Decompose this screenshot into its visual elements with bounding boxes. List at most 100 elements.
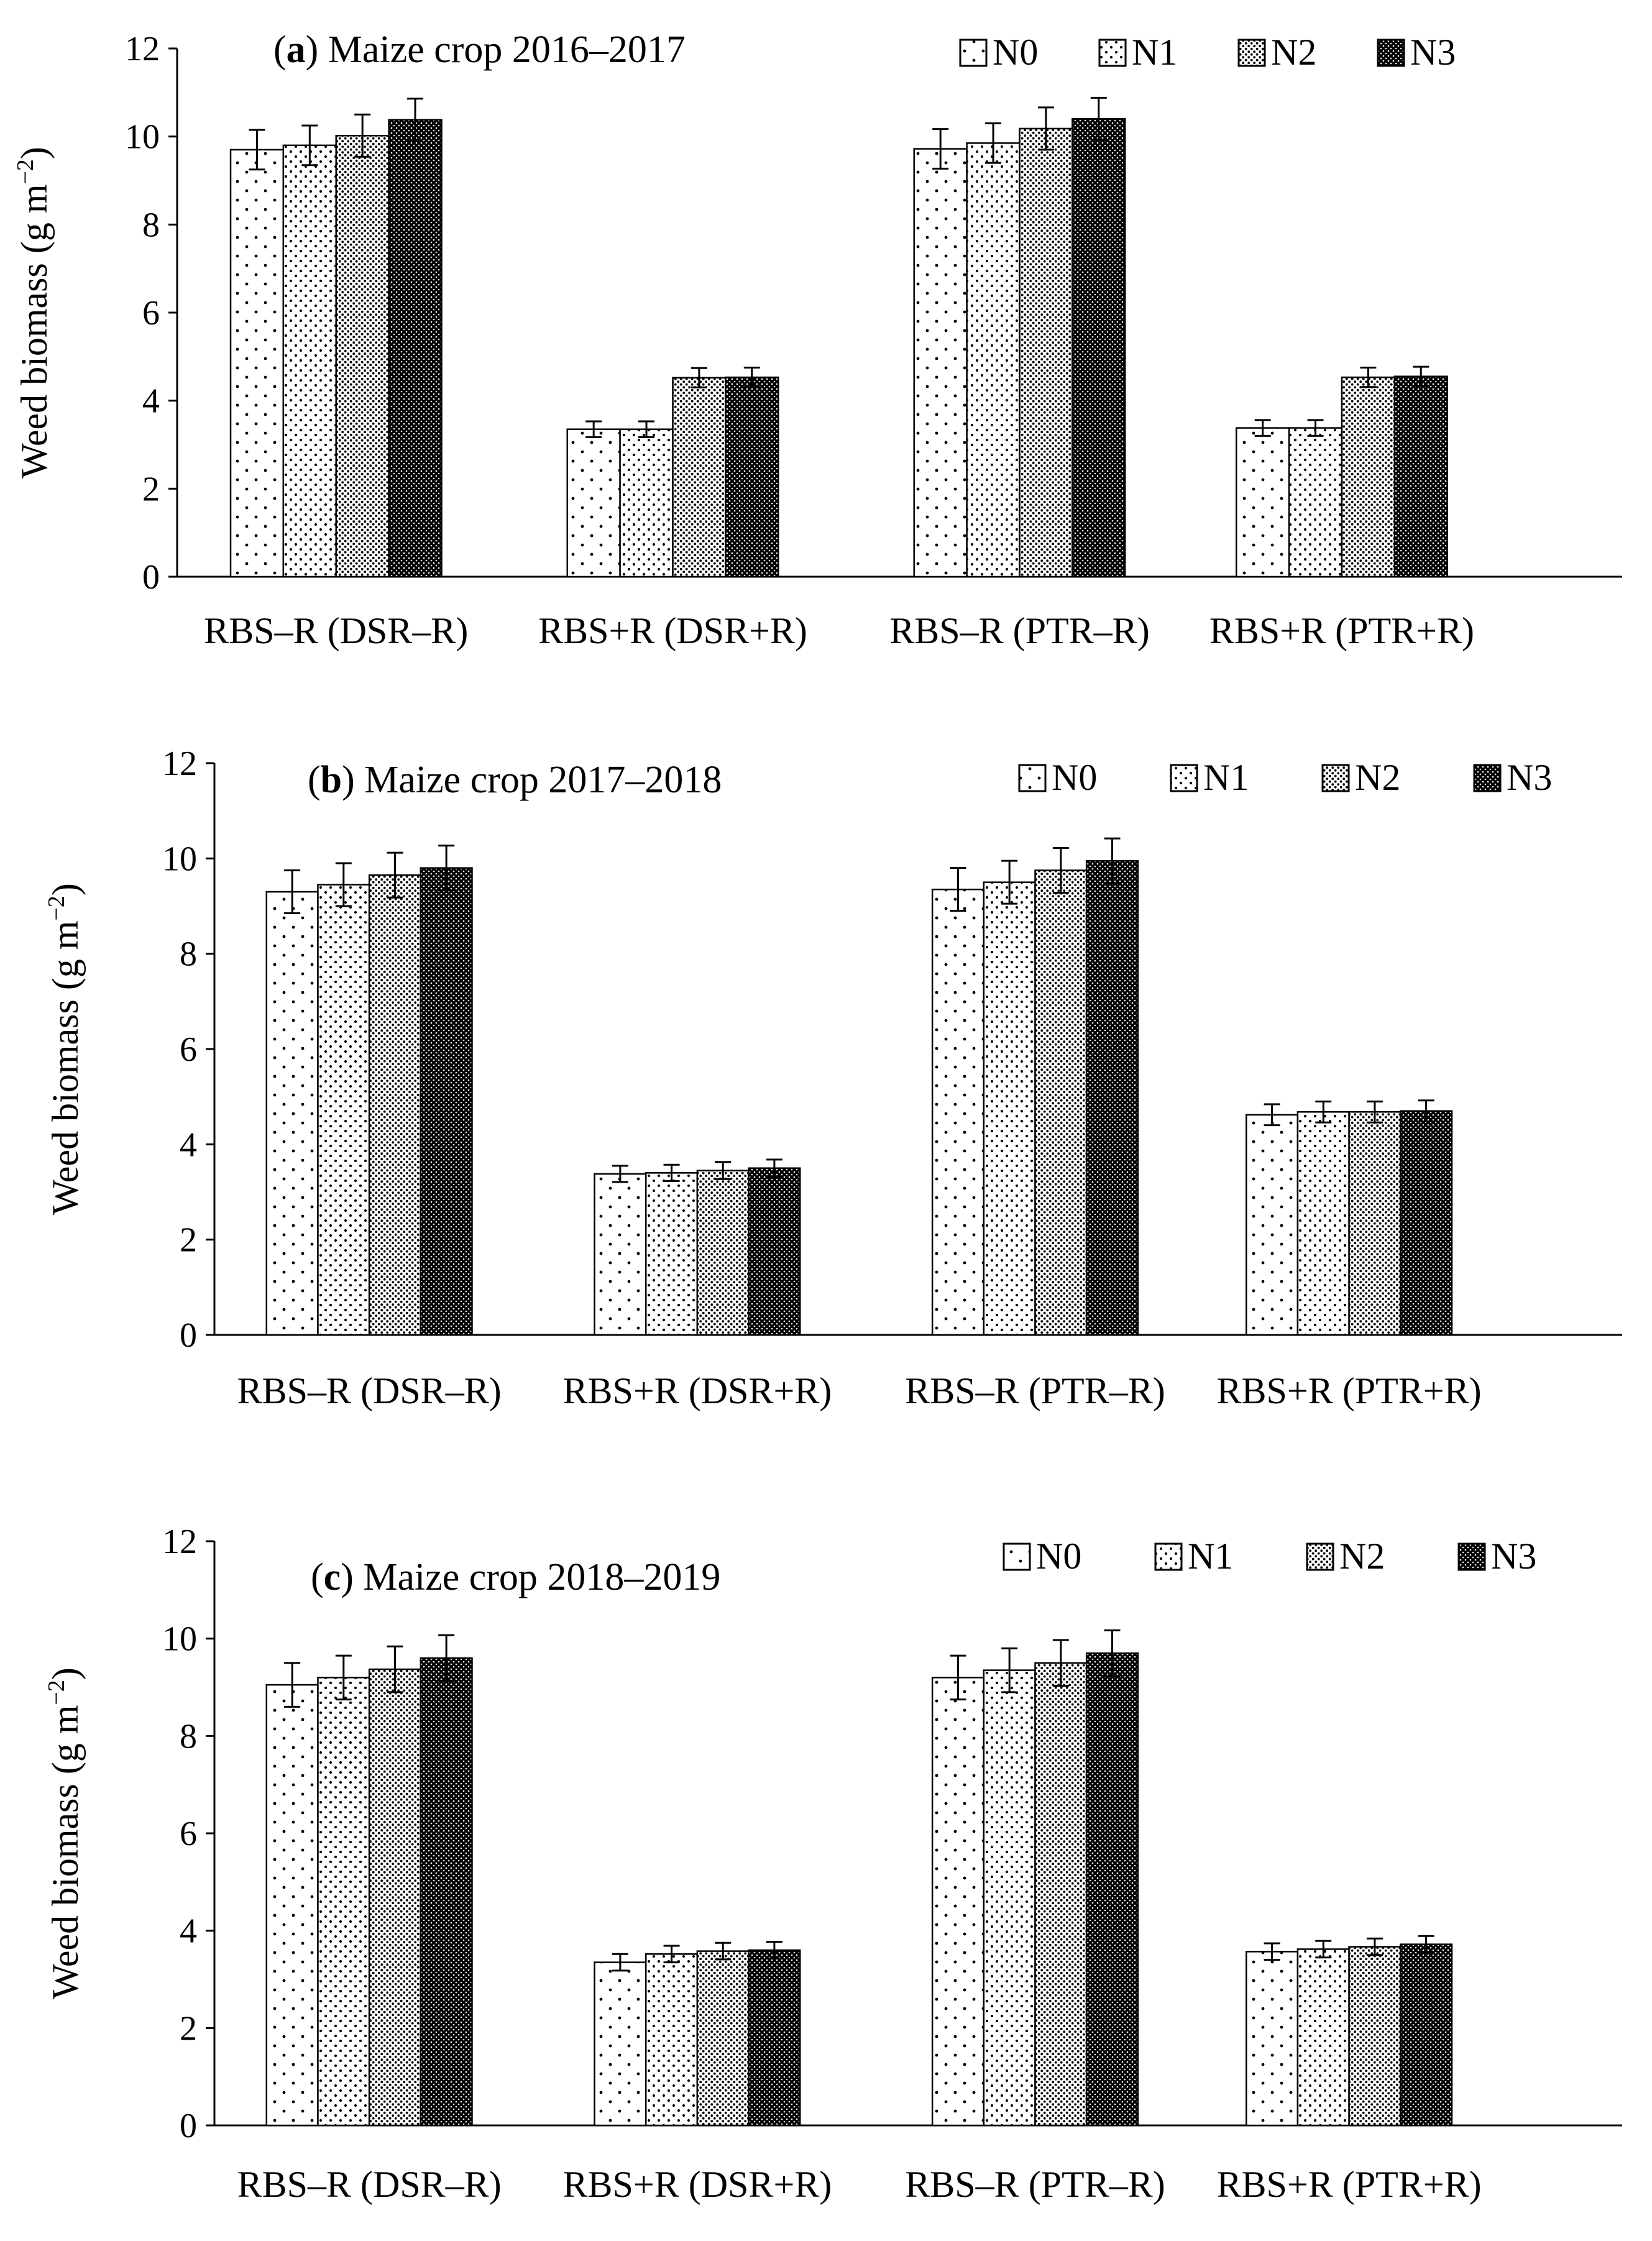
- y-tick-label: 0: [180, 2107, 197, 2145]
- legend-label-n3: N3: [1507, 757, 1552, 798]
- y-tick-label: 10: [162, 1620, 197, 1659]
- legend-swatch-n3: [1377, 39, 1405, 67]
- legend-label-n1: N1: [1203, 757, 1249, 798]
- bar-a-2-n0: [913, 148, 968, 578]
- legend-label-n2: N2: [1355, 757, 1400, 798]
- bar-b-2-n1: [983, 881, 1036, 1336]
- category-label: RBS–R (PTR–R): [889, 610, 1149, 651]
- category-label: RBS–R (DSR–R): [237, 2164, 502, 2205]
- y-tick-label: 2: [180, 1221, 197, 1260]
- legend-swatch-n1: [1154, 1542, 1183, 1571]
- bar-a-2-n3: [1072, 118, 1126, 578]
- legend-label-n0: N0: [993, 32, 1038, 73]
- bar-b-0-n0: [265, 891, 319, 1336]
- y-axis-label: Weed biomass (g m−2): [44, 1667, 86, 1999]
- category-label: RBS+R (DSR+R): [562, 1370, 832, 1411]
- bar-b-2-n3: [1085, 859, 1139, 1336]
- legend-swatch-n1: [1098, 39, 1127, 67]
- y-tick-label: 6: [142, 294, 160, 332]
- chart-title: (b) Maize crop 2017–2018: [308, 759, 722, 801]
- bar-c-0-n2: [368, 1668, 422, 2127]
- legend-swatch-n3: [1473, 764, 1502, 792]
- y-tick-label: 12: [162, 1523, 197, 1561]
- legend-label-n3: N3: [1410, 32, 1456, 73]
- bar-a-3-n1: [1288, 427, 1343, 578]
- y-tick-label: 8: [142, 206, 160, 244]
- chart-panel-a: 0 2 4 6 8 10 12 Weed biomass (g m−2) (a) Maize c…: [12, 29, 1622, 651]
- y-axis-label: Weed biomass (g m−2): [44, 883, 86, 1215]
- bar-c-1-n2: [696, 1950, 750, 2127]
- bar-b-0-n2: [368, 874, 422, 1336]
- bar-b-2-n2: [1034, 869, 1088, 1336]
- bar-b-2-n0: [931, 888, 985, 1336]
- bar-c-1-n1: [645, 1953, 699, 2127]
- category-label: RBS–R (DSR–R): [204, 610, 468, 651]
- chart-panel-b: 0 2 4 6 8 10 12 Weed biomass (g m−2) (b) Maize c…: [44, 745, 1622, 1411]
- y-tick-label: 0: [180, 1316, 197, 1355]
- bar-a-1-n3: [725, 376, 779, 578]
- legend-swatch-n2: [1321, 764, 1350, 792]
- y-tick-label: 2: [180, 2009, 197, 2048]
- chart-title: (a) Maize crop 2016–2017: [273, 29, 686, 71]
- y-tick-label: 0: [142, 558, 160, 597]
- bar-c-0-n3: [420, 1657, 473, 2127]
- bar-c-3-n0: [1245, 1951, 1299, 2127]
- legend-label-n1: N1: [1188, 1536, 1233, 1577]
- bar-c-0-n1: [317, 1677, 370, 2127]
- legend-swatch-n2: [1237, 39, 1266, 67]
- category-label: RBS+R (PTR+R): [1217, 2164, 1482, 2205]
- category-label: RBS–R (DSR–R): [237, 1370, 502, 1411]
- bar-b-0-n3: [420, 867, 473, 1336]
- y-tick-label: 2: [142, 470, 160, 508]
- bar-b-3-n2: [1348, 1111, 1402, 1336]
- bar-a-0-n3: [388, 119, 443, 578]
- bar-c-2-n0: [931, 1677, 985, 2127]
- y-tick-label: 10: [162, 840, 197, 878]
- category-label: RBS+R (PTR+R): [1217, 1370, 1482, 1411]
- bar-a-0-n1: [282, 144, 337, 578]
- legend-swatch-n0: [959, 39, 988, 67]
- bar-c-2-n1: [983, 1669, 1036, 2127]
- bar-b-3-n1: [1296, 1111, 1350, 1336]
- bar-a-1-n1: [619, 428, 674, 578]
- bar-b-3-n3: [1400, 1110, 1453, 1336]
- bar-b-1-n1: [645, 1172, 699, 1336]
- chart-panel-c: 0 2 4 6 8 10 12 Weed biomass (g m−2) (c) Maize c…: [44, 1523, 1622, 2205]
- category-label: RBS+R (DSR+R): [562, 2164, 832, 2205]
- legend-label-n2: N2: [1339, 1536, 1385, 1577]
- bar-b-3-n0: [1245, 1114, 1299, 1336]
- y-tick-label: 10: [125, 118, 160, 157]
- bar-b-1-n3: [748, 1167, 801, 1336]
- y-tick-label: 6: [180, 1815, 197, 1853]
- bar-c-0-n0: [265, 1684, 319, 2127]
- bar-a-1-n2: [672, 377, 727, 578]
- bar-a-3-n3: [1393, 375, 1448, 578]
- bar-b-1-n2: [696, 1170, 750, 1336]
- y-tick-label: 8: [180, 935, 197, 974]
- bar-c-3-n3: [1400, 1943, 1453, 2127]
- bar-a-0-n0: [229, 149, 285, 578]
- legend-label-n0: N0: [1052, 757, 1097, 798]
- legend-swatch-n1: [1170, 764, 1198, 792]
- bar-c-2-n2: [1034, 1662, 1088, 2127]
- bar-a-2-n1: [966, 142, 1021, 578]
- bar-a-2-n2: [1019, 127, 1073, 578]
- legend-swatch-n0: [1003, 1542, 1031, 1571]
- bar-b-1-n0: [594, 1173, 647, 1336]
- y-tick-label: 12: [162, 745, 197, 783]
- legend-label-n0: N0: [1036, 1536, 1081, 1577]
- legend-label-n2: N2: [1271, 32, 1316, 73]
- bar-c-3-n2: [1348, 1946, 1402, 2127]
- bar-a-3-n0: [1235, 427, 1290, 578]
- y-tick-label: 4: [180, 1912, 197, 1951]
- bar-c-1-n0: [594, 1961, 647, 2127]
- legend-swatch-n0: [1018, 764, 1047, 792]
- y-tick-label: 6: [180, 1030, 197, 1069]
- chart-title: (c) Maize crop 2018–2019: [311, 1556, 720, 1598]
- y-tick-label: 4: [180, 1125, 197, 1164]
- bar-a-1-n0: [566, 428, 621, 578]
- category-label: RBS–R (PTR–R): [905, 1370, 1165, 1411]
- bar-a-0-n2: [335, 135, 390, 578]
- y-tick-label: 12: [125, 30, 160, 68]
